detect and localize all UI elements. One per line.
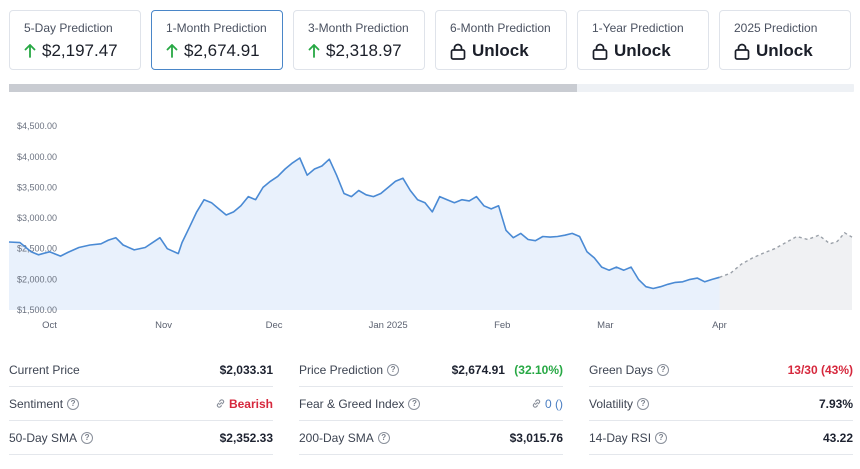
price-prediction-percent: (32.10%) [514, 362, 563, 377]
help-icon[interactable]: ? [657, 363, 670, 376]
x-tick-label: Feb [494, 320, 510, 331]
lock-icon [450, 43, 466, 60]
stat-value-link[interactable]: 0 () [531, 397, 563, 411]
prediction-card-5-day[interactable]: 5-Day Prediction $2,197.47 [9, 10, 141, 70]
prediction-card-value: $2,318.97 [326, 41, 402, 60]
stat-label: 50-Day SMA [9, 430, 78, 445]
unlock-button-label: Unlock [756, 41, 813, 60]
prediction-cards: 5-Day Prediction $2,197.47 1-Month Predi… [9, 10, 851, 70]
sentiment-value: Bearish [228, 396, 273, 411]
lock-icon [592, 43, 608, 60]
stat-label: Green Days [589, 362, 654, 377]
unlock-button-label: Unlock [472, 41, 529, 60]
prediction-card-3-month[interactable]: 3-Month Prediction $2,318.97 [293, 10, 425, 70]
help-icon[interactable]: ? [377, 431, 390, 444]
x-tick-label: Apr [712, 320, 727, 331]
stats-table: Current Price $2,033.31 Sentiment? Beari… [9, 353, 853, 455]
timeline-scrollbar[interactable] [9, 84, 854, 92]
stat-value: $2,033.31 [219, 362, 273, 377]
x-tick-label: Dec [266, 320, 283, 331]
forecast-area [719, 232, 852, 310]
stat-value: $2,674.91 (32.10%) [452, 363, 563, 377]
historical-area [9, 158, 720, 310]
stats-column: Price Prediction? $2,674.91 (32.10%) Fea… [299, 353, 563, 455]
price-chart: $1,500.00 $2,000.00 $2,500.00 $3,000.00 $3,5… [8, 121, 853, 331]
stat-label: Volatility [589, 396, 634, 411]
help-icon[interactable]: ? [67, 397, 80, 410]
prediction-card-label: 1-Year Prediction [592, 21, 684, 35]
x-tick-label: Nov [155, 320, 172, 331]
lock-icon [734, 43, 750, 60]
arrow-up-icon [24, 44, 36, 58]
link-icon [532, 399, 541, 408]
price-prediction-value: $2,674.91 [451, 362, 505, 377]
stat-value: $2,352.33 [219, 430, 273, 445]
y-tick-label: $1,500.00 [17, 305, 57, 315]
x-tick-label: Mar [597, 320, 613, 331]
stats-column: Green Days? 13/30 (43%) Volatility? 7.93… [589, 353, 853, 455]
stat-value: 43.22 [822, 430, 853, 445]
prediction-card-1-month[interactable]: 1-Month Prediction $2,674.91 [151, 10, 283, 70]
stat-row-current-price: Current Price $2,033.31 [9, 353, 273, 387]
stat-row-200-day-sma: 200-Day SMA? $3,015.76 [299, 421, 563, 455]
stat-label: Price Prediction [299, 362, 384, 377]
link-icon [216, 399, 225, 408]
y-tick-label: $3,000.00 [17, 213, 57, 223]
stat-row-sentiment: Sentiment? Bearish [9, 387, 273, 421]
stat-value: $3,015.76 [509, 430, 563, 445]
timeline-scrollbar-thumb[interactable] [9, 84, 577, 92]
stats-column: Current Price $2,033.31 Sentiment? Beari… [9, 353, 273, 455]
y-tick-label: $4,000.00 [17, 152, 57, 162]
stat-label: Current Price [9, 362, 80, 377]
stat-value-link[interactable]: Bearish [215, 397, 273, 411]
fear-greed-value: 0 () [545, 396, 563, 411]
help-icon[interactable]: ? [655, 431, 668, 444]
y-tick-label: $2,000.00 [17, 274, 57, 284]
prediction-card-6-month[interactable]: 6-Month Prediction Unlock [435, 10, 567, 70]
prediction-card-value: $2,197.47 [42, 41, 118, 60]
stat-row-14-day-rsi: 14-Day RSI? 43.22 [589, 421, 853, 455]
stat-value: 13/30 (43%) [787, 362, 853, 377]
prediction-card-label: 2025 Prediction [734, 21, 818, 35]
x-tick-label: Jan 2025 [369, 320, 408, 331]
stat-value: 7.93% [818, 396, 853, 411]
help-icon[interactable]: ? [81, 431, 94, 444]
prediction-card-2025[interactable]: 2025 Prediction Unlock [719, 10, 851, 70]
arrow-up-icon [308, 44, 320, 58]
x-tick-label: Oct [42, 320, 57, 331]
stat-row-green-days: Green Days? 13/30 (43%) [589, 353, 853, 387]
prediction-card-label: 1-Month Prediction [166, 21, 267, 35]
historical-price-line [8, 157, 720, 290]
prediction-card-value: $2,674.91 [184, 41, 260, 60]
prediction-card-1-year[interactable]: 1-Year Prediction Unlock [577, 10, 709, 70]
stat-label: Fear & Greed Index [299, 396, 405, 411]
y-tick-label: $3,500.00 [17, 182, 57, 192]
prediction-card-label: 6-Month Prediction [450, 21, 551, 35]
stat-label: 14-Day RSI [589, 430, 652, 445]
stat-row-50-day-sma: 50-Day SMA? $2,352.33 [9, 421, 273, 455]
arrow-up-icon [166, 44, 178, 58]
unlock-button-label: Unlock [614, 41, 671, 60]
stat-row-volatility: Volatility? 7.93% [589, 387, 853, 421]
stat-label: Sentiment [9, 396, 64, 411]
prediction-card-label: 3-Month Prediction [308, 21, 409, 35]
help-icon[interactable]: ? [637, 397, 650, 410]
stat-row-fear-greed: Fear & Greed Index? 0 () [299, 387, 563, 421]
y-tick-label: $2,500.00 [17, 244, 57, 254]
prediction-card-label: 5-Day Prediction [24, 21, 113, 35]
stat-label: 200-Day SMA [299, 430, 374, 445]
stat-row-price-prediction: Price Prediction? $2,674.91 (32.10%) [299, 353, 563, 387]
help-icon[interactable]: ? [408, 397, 421, 410]
y-tick-label: $4,500.00 [17, 121, 57, 131]
help-icon[interactable]: ? [387, 363, 400, 376]
